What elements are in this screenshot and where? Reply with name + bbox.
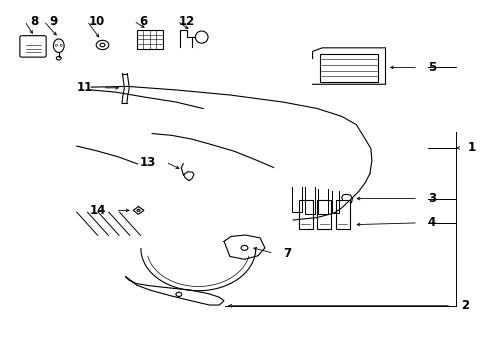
Polygon shape	[125, 276, 224, 305]
Ellipse shape	[241, 246, 247, 250]
Bar	[136, 30, 163, 49]
Ellipse shape	[137, 209, 140, 211]
Bar	[319, 54, 377, 82]
Text: 7: 7	[283, 247, 291, 260]
Text: 11: 11	[77, 81, 93, 94]
Ellipse shape	[60, 44, 62, 46]
Ellipse shape	[96, 40, 109, 50]
Text: 12: 12	[179, 14, 195, 27]
Ellipse shape	[195, 31, 207, 43]
Text: 2: 2	[460, 299, 468, 312]
Text: 1: 1	[466, 141, 474, 154]
Bar	[317, 200, 330, 229]
Ellipse shape	[53, 39, 64, 53]
Polygon shape	[341, 194, 352, 203]
Text: 14: 14	[89, 204, 106, 217]
Ellipse shape	[100, 43, 105, 47]
Text: 4: 4	[427, 216, 435, 229]
Ellipse shape	[55, 44, 57, 46]
Text: 8: 8	[30, 14, 39, 27]
Bar	[298, 200, 312, 229]
Text: 13: 13	[140, 156, 156, 168]
FancyBboxPatch shape	[20, 36, 46, 57]
Text: 5: 5	[427, 61, 435, 74]
Ellipse shape	[56, 57, 61, 60]
Text: 10: 10	[88, 14, 104, 27]
Ellipse shape	[176, 292, 182, 296]
Text: 9: 9	[49, 14, 58, 27]
Text: 3: 3	[427, 192, 435, 205]
Bar	[335, 200, 349, 229]
Text: 6: 6	[139, 14, 147, 27]
